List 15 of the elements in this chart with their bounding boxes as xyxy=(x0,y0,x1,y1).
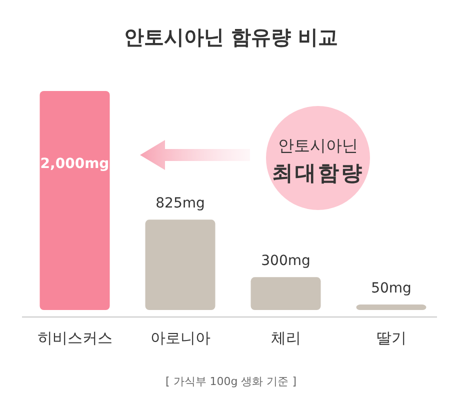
text: [ 가식부 100g 생화 기준 ] xyxy=(165,375,297,388)
x-tick-label: 체리 xyxy=(270,329,301,347)
bar xyxy=(40,91,110,310)
data-label: 50mg xyxy=(371,280,412,297)
annotation: 안토시아닌 최대함량 xyxy=(272,136,364,185)
x-tick-label: 딸기 xyxy=(376,329,406,347)
chart-title: 안토시아닌 함유량 비교 xyxy=(124,25,338,49)
data-label: 825mg xyxy=(156,196,205,212)
data-label: 2,000mg xyxy=(40,156,110,172)
x-tick-label: 히비스커스 xyxy=(37,329,112,347)
data-label: 300mg xyxy=(261,253,310,270)
bar xyxy=(356,304,426,310)
bar xyxy=(145,220,216,310)
x-tick-label: 아로니아 xyxy=(150,329,210,347)
bar xyxy=(250,277,321,310)
